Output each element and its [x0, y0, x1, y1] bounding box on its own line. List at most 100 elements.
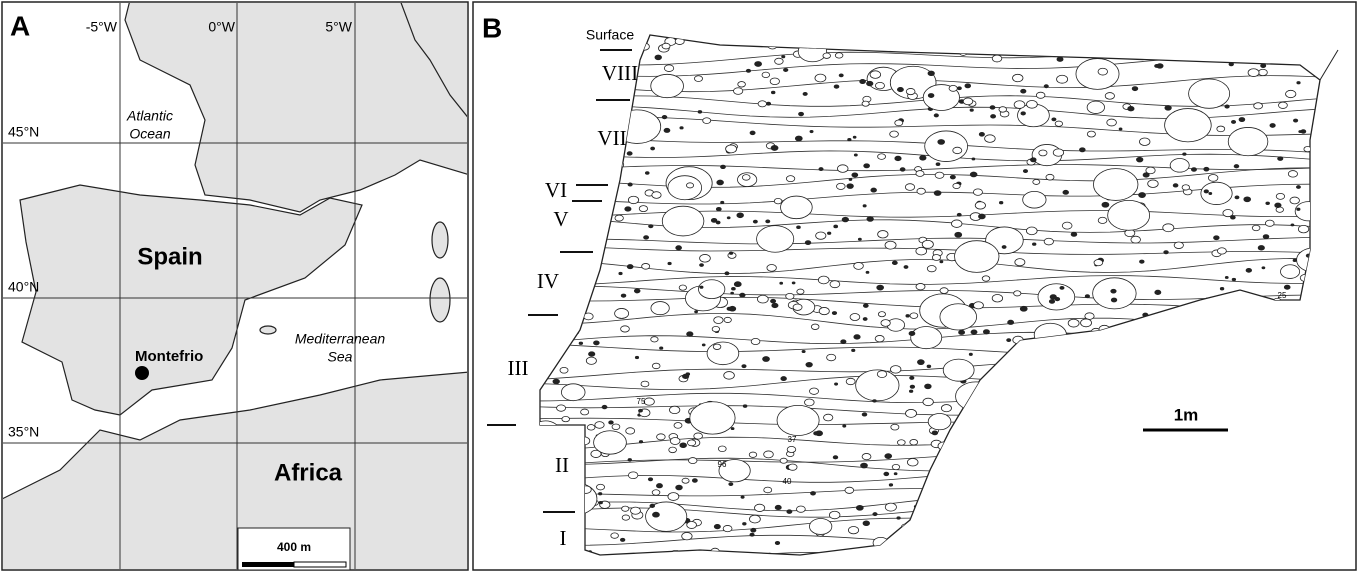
- clast: [878, 231, 888, 238]
- clast: [755, 61, 762, 66]
- sea-label: Mediterranean: [295, 331, 385, 347]
- clast: [772, 303, 778, 307]
- clast: [836, 183, 845, 189]
- clast: [1057, 57, 1063, 61]
- clast: [766, 102, 770, 105]
- clast: [873, 513, 877, 516]
- clast: [602, 405, 607, 409]
- clast: [985, 135, 996, 143]
- clast: [716, 207, 721, 211]
- clast: [834, 85, 839, 88]
- clast: [856, 505, 863, 510]
- clast: [655, 55, 662, 60]
- panel-label: B: [482, 12, 502, 43]
- scale-label: 1m: [1174, 405, 1199, 424]
- clast: [853, 136, 856, 138]
- clast: [1014, 291, 1021, 296]
- clast: [1165, 106, 1171, 111]
- clast: [815, 74, 826, 82]
- clast: [1225, 276, 1228, 278]
- clast: [634, 289, 640, 293]
- clast: [652, 490, 660, 496]
- clast: [1204, 190, 1208, 193]
- clast: [1026, 227, 1037, 235]
- clast: [766, 220, 770, 223]
- clast: [587, 425, 595, 431]
- clast: [1131, 236, 1141, 243]
- clast: [609, 421, 614, 424]
- clast: [589, 352, 595, 357]
- scale-label: 400 m: [277, 540, 311, 554]
- clast: [1044, 238, 1053, 245]
- clast: [971, 330, 977, 334]
- clast: [806, 362, 813, 367]
- clast: [1014, 101, 1025, 109]
- clast: [796, 506, 805, 512]
- clast: [757, 226, 794, 253]
- clast: [1060, 286, 1064, 289]
- clast: [622, 506, 629, 511]
- clast: [703, 118, 711, 124]
- clast: [1270, 124, 1275, 128]
- sardinia: [430, 278, 450, 322]
- clast: [780, 458, 787, 463]
- clast: [718, 446, 726, 452]
- clast: [687, 521, 697, 528]
- clast: [781, 377, 787, 381]
- clast: [811, 324, 819, 329]
- clast: [925, 131, 968, 162]
- clast: [999, 107, 1007, 112]
- clast: [810, 388, 819, 394]
- mallorca: [260, 326, 276, 334]
- clast: [1020, 306, 1027, 311]
- clast: [676, 485, 683, 490]
- clast: [1071, 232, 1077, 236]
- clast: [835, 53, 843, 58]
- clast: [1093, 169, 1138, 201]
- clast: [848, 138, 851, 140]
- clast: [863, 304, 868, 308]
- clast: [819, 168, 823, 171]
- clast: [934, 191, 941, 196]
- clast: [1189, 79, 1230, 108]
- clast: [1174, 242, 1183, 249]
- surface-label: Surface: [586, 27, 634, 43]
- clast: [775, 505, 781, 509]
- clast: [1102, 202, 1109, 207]
- clast: [916, 283, 925, 289]
- feature-number: 25: [1278, 291, 1287, 300]
- clast: [975, 202, 985, 209]
- clast: [560, 367, 568, 373]
- clast: [1293, 119, 1297, 122]
- clast: [700, 254, 711, 262]
- clast: [625, 207, 631, 211]
- clast: [764, 487, 772, 493]
- clast: [905, 184, 914, 191]
- clast: [916, 247, 927, 255]
- clast: [1049, 300, 1054, 304]
- clast: [920, 156, 926, 161]
- clast: [723, 525, 732, 531]
- clast: [690, 402, 735, 434]
- clast: [970, 172, 977, 177]
- clast: [787, 510, 792, 514]
- clast: [1262, 267, 1265, 269]
- clast: [938, 139, 945, 144]
- clast: [999, 201, 1003, 204]
- clast: [854, 335, 860, 340]
- clast: [1275, 203, 1281, 208]
- layer-label: III: [508, 356, 529, 380]
- clast: [713, 344, 721, 349]
- clast: [819, 307, 829, 314]
- clast: [695, 311, 698, 313]
- scale-bar: [294, 562, 346, 567]
- clast: [1094, 260, 1103, 266]
- clast: [668, 176, 702, 200]
- clast: [712, 326, 719, 331]
- clast: [649, 225, 653, 228]
- clast: [1023, 191, 1046, 208]
- clast: [638, 409, 642, 412]
- latitude-label: 45°N: [8, 124, 39, 140]
- clast: [1015, 259, 1025, 266]
- clast: [922, 240, 933, 248]
